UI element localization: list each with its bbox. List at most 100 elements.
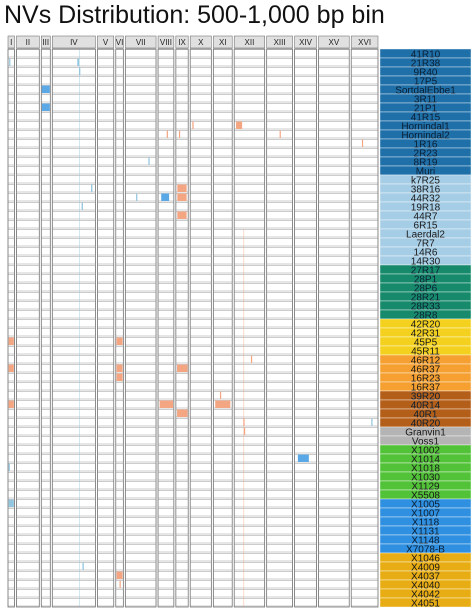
cell-bg xyxy=(157,562,175,571)
chromosome-label-XI: XI xyxy=(219,38,227,47)
cell-bg xyxy=(294,463,317,472)
chromosome-column-VI xyxy=(115,48,124,608)
cell-bg xyxy=(175,463,189,472)
cell-bg xyxy=(157,472,175,481)
cell-bg xyxy=(41,571,51,580)
sample-label: 28P6 xyxy=(414,283,438,294)
cell-bg xyxy=(97,508,114,517)
cell-bg xyxy=(115,562,124,571)
cell-bg xyxy=(294,94,317,103)
cell-bg xyxy=(7,148,15,157)
cell-bg xyxy=(294,490,317,499)
cell-bg xyxy=(52,76,96,85)
cell-bg xyxy=(175,481,189,490)
nv-segment xyxy=(81,202,83,210)
sample-label: Hornindal2 xyxy=(401,130,450,141)
cell-bg xyxy=(41,229,51,238)
cell-bg xyxy=(157,508,175,517)
cell-bg xyxy=(41,337,51,346)
cell-bg xyxy=(266,553,293,562)
cell-bg xyxy=(294,355,317,364)
cell-bg xyxy=(97,157,114,166)
sample-label: X4051 xyxy=(411,598,440,609)
cell-bg xyxy=(318,310,350,319)
cell-bg xyxy=(157,598,175,607)
cell-bg xyxy=(16,247,40,256)
cell-bg xyxy=(175,472,189,481)
cell-bg xyxy=(41,301,51,310)
cell-bg xyxy=(213,346,233,355)
cell-bg xyxy=(213,58,233,67)
cell-bg xyxy=(7,535,15,544)
cell-bg xyxy=(233,499,265,508)
cell-bg xyxy=(7,526,15,535)
cell-bg xyxy=(189,436,212,445)
cell-bg xyxy=(233,382,265,391)
cell-bg xyxy=(97,247,114,256)
cell-bg xyxy=(97,49,114,58)
cell-bg xyxy=(52,400,96,409)
cell-bg xyxy=(318,238,350,247)
chromosome-column-IV xyxy=(51,48,96,608)
cell-bg xyxy=(350,337,379,346)
cell-bg xyxy=(115,589,124,598)
cell-bg xyxy=(115,508,124,517)
cell-bg xyxy=(52,94,96,103)
cell-bg xyxy=(318,373,350,382)
cell-bg xyxy=(266,364,293,373)
cell-bg xyxy=(350,220,379,229)
sample-label: 16R23 xyxy=(411,373,441,384)
sample-label: X4042 xyxy=(411,589,440,600)
cell-bg xyxy=(125,148,157,157)
cell-bg xyxy=(157,580,175,589)
cell-bg xyxy=(213,67,233,76)
cell-bg xyxy=(213,85,233,94)
cell-bg xyxy=(233,571,265,580)
cell-bg xyxy=(157,175,175,184)
cell-bg xyxy=(175,508,189,517)
cell-bg xyxy=(189,589,212,598)
cell-bg xyxy=(157,103,175,112)
cell-bg xyxy=(41,355,51,364)
nv-segment xyxy=(177,364,188,372)
cell-bg xyxy=(175,130,189,139)
cell-bg xyxy=(213,283,233,292)
cell-bg xyxy=(41,490,51,499)
cell-bg xyxy=(52,256,96,265)
cell-bg xyxy=(7,238,15,247)
cell-bg xyxy=(125,400,157,409)
cell-bg xyxy=(213,571,233,580)
cell-bg xyxy=(175,562,189,571)
cell-bg xyxy=(125,139,157,148)
cell-bg xyxy=(16,391,40,400)
cell-bg xyxy=(157,355,175,364)
cell-bg xyxy=(266,175,293,184)
cell-bg xyxy=(7,103,15,112)
cell-bg xyxy=(157,184,175,193)
cell-bg xyxy=(350,310,379,319)
cell-bg xyxy=(41,391,51,400)
cell-bg xyxy=(97,76,114,85)
cell-bg xyxy=(115,517,124,526)
cell-bg xyxy=(97,499,114,508)
cell-bg xyxy=(318,265,350,274)
cell-bg xyxy=(294,580,317,589)
cell-bg xyxy=(189,418,212,427)
cell-bg xyxy=(125,265,157,274)
cell-bg xyxy=(125,535,157,544)
cell-bg xyxy=(157,490,175,499)
cell-bg xyxy=(52,418,96,427)
cell-bg xyxy=(266,400,293,409)
cell-bg xyxy=(189,112,212,121)
cell-bg xyxy=(157,337,175,346)
cell-bg xyxy=(52,517,96,526)
cell-bg xyxy=(233,526,265,535)
chromosome-label-IV: IV xyxy=(70,38,78,47)
cell-bg xyxy=(189,409,212,418)
cell-bg xyxy=(52,535,96,544)
nv-segment xyxy=(41,85,50,93)
cell-bg xyxy=(233,94,265,103)
cell-bg xyxy=(7,571,15,580)
cell-bg xyxy=(350,463,379,472)
nv-segment xyxy=(91,184,93,192)
